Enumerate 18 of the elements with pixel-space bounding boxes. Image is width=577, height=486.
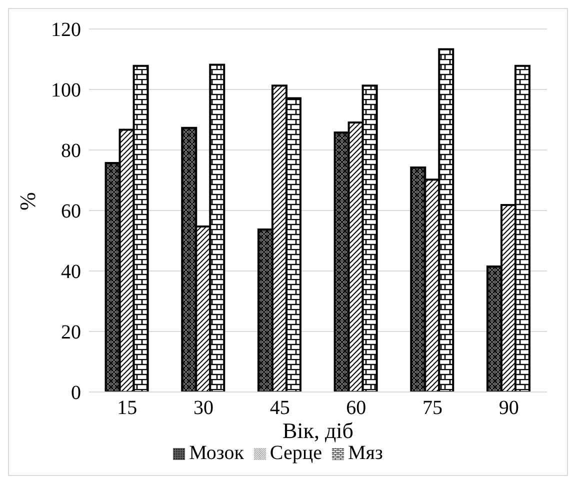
y-tick-label: 80	[61, 140, 81, 162]
legend-label: Мяз	[348, 442, 383, 464]
x-tick-label: 15	[117, 397, 138, 420]
x-tick-label: 75	[422, 397, 442, 420]
x-tick-label: 60	[346, 397, 366, 420]
y-tick-label: 120	[51, 19, 81, 42]
legend-label: Серце	[270, 442, 322, 464]
x-axis-title: Вік, діб	[282, 418, 354, 443]
y-tick-label: 60	[61, 200, 81, 223]
y-axis-title: %	[14, 192, 40, 210]
x-tick-label: 30	[194, 397, 214, 420]
y-tick-label: 100	[51, 80, 81, 102]
x-tick-label: 90	[498, 397, 519, 420]
y-tick-label: 20	[61, 322, 81, 344]
y-tick-label: 40	[61, 261, 81, 284]
x-tick-label: 45	[270, 397, 290, 420]
y-tick-label: 0	[71, 382, 81, 404]
legend-label: Мозок	[189, 442, 244, 464]
